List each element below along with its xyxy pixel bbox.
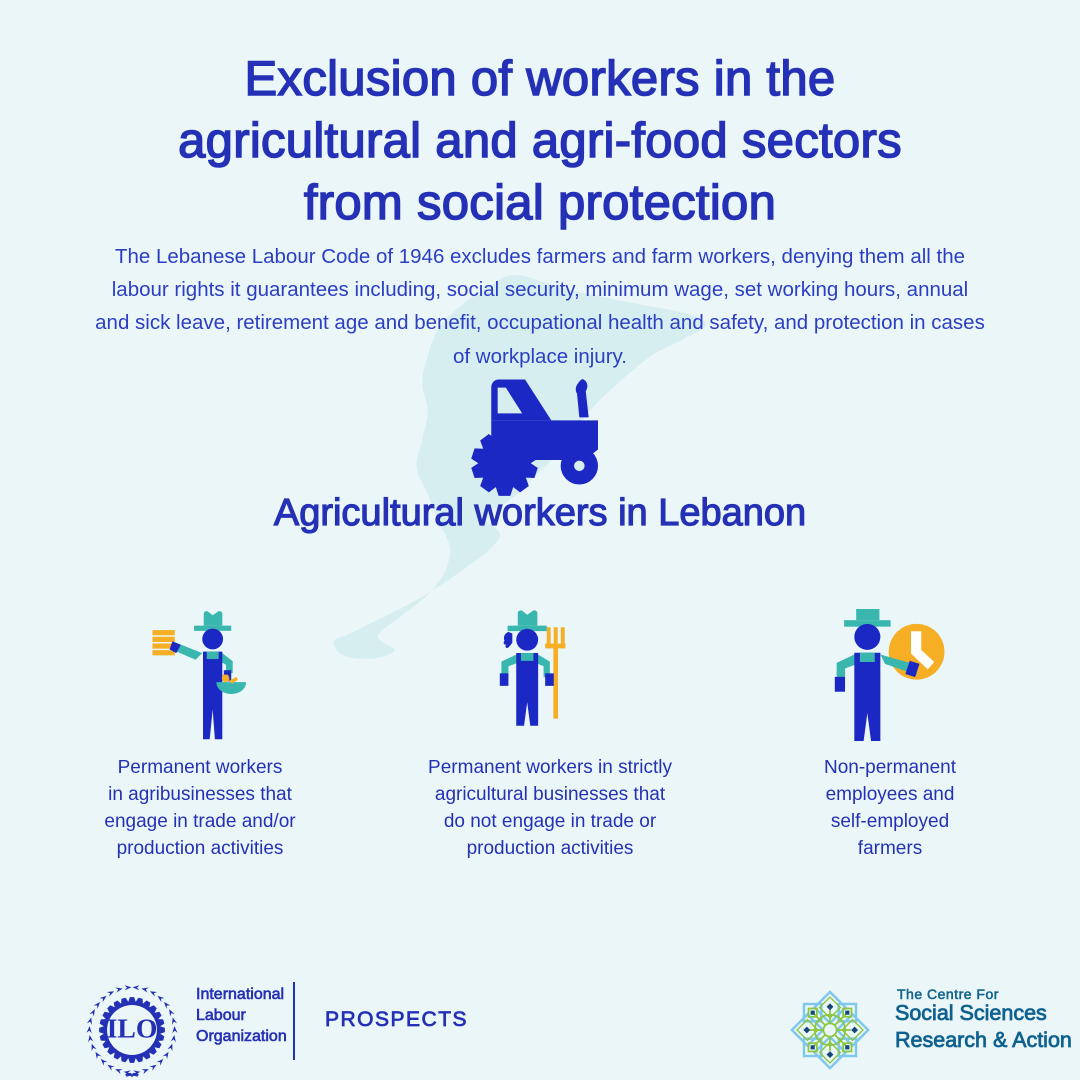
svg-text:ILO: ILO	[107, 1013, 158, 1044]
